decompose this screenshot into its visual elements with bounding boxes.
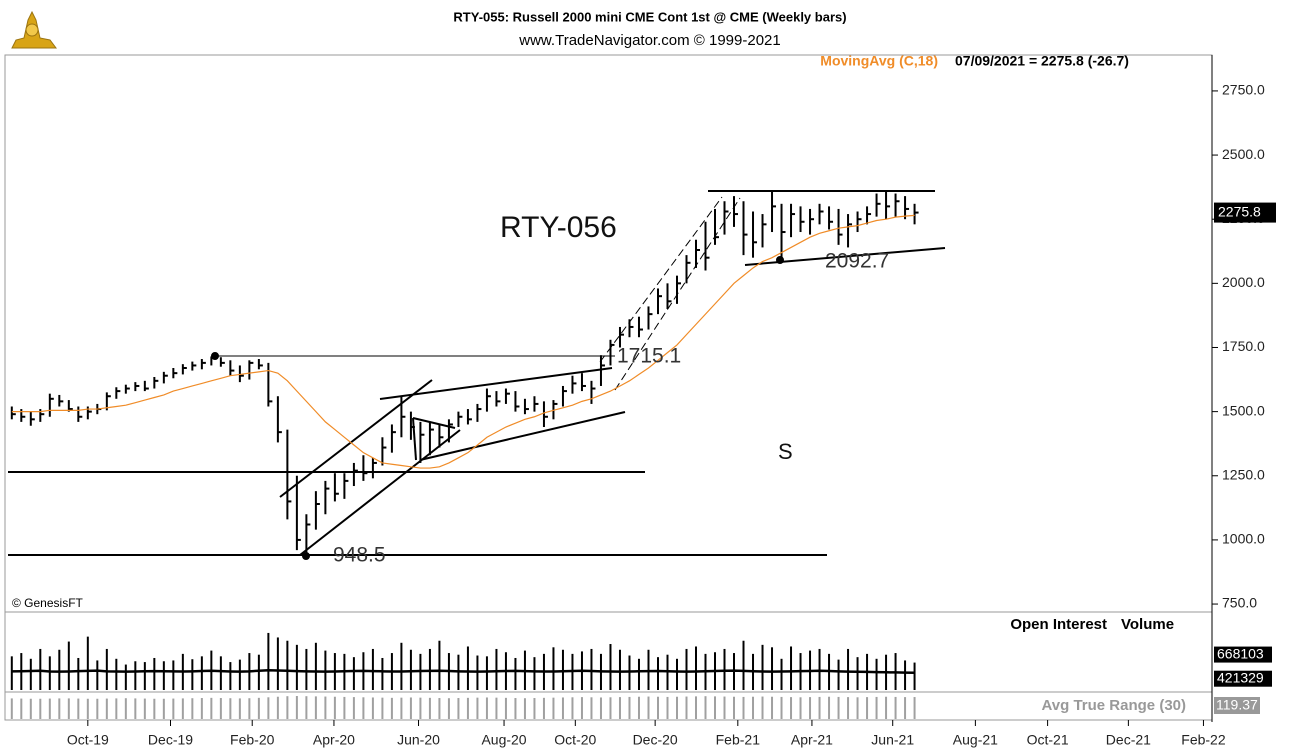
legend-entry: Avg True Range (30) (1042, 697, 1186, 714)
x-tick-label: Oct-20 (554, 732, 596, 748)
annotation: 948.5 (333, 544, 386, 567)
y-tick-label: 1750.0 (1222, 338, 1265, 354)
last-price-box (1214, 202, 1276, 223)
open-interest-line (11, 669, 915, 674)
x-tick-label: Jun-20 (397, 732, 440, 748)
x-tick-label: Feb-21 (716, 732, 761, 748)
price-bars (10, 190, 919, 554)
y-tick-label: 1250.0 (1222, 466, 1265, 482)
legend-entry: Volume (1121, 616, 1174, 633)
x-tick-label: Feb-20 (230, 732, 275, 748)
x-tick-label: Feb-22 (1181, 732, 1226, 748)
annotation: 1715.1 (617, 345, 681, 368)
y-tick-label: 2500.0 (1222, 146, 1265, 162)
x-tick-label: Dec-20 (633, 732, 678, 748)
x-tick-label: Dec-21 (1106, 732, 1151, 748)
x-tick-label: Dec-19 (148, 732, 193, 748)
last-value-box (1214, 670, 1272, 687)
y-tick-label: 2000.0 (1222, 274, 1265, 290)
annotation: RTY-056 (500, 211, 617, 244)
last-value: 668103 (1217, 645, 1264, 661)
x-tick-label: Jun-21 (871, 732, 914, 748)
last-value: 119.37 (1216, 697, 1258, 713)
y-tick-label: 1000.0 (1222, 531, 1265, 547)
x-tick-label: Apr-21 (791, 732, 833, 748)
legend-entry: Open Interest (1010, 616, 1107, 633)
logo (11, 10, 57, 49)
x-tick-label: Apr-20 (313, 732, 355, 748)
last-value: 421329 (1217, 669, 1264, 685)
y-tick-label: 750.0 (1222, 595, 1257, 611)
y-tick-label: 1500.0 (1222, 402, 1265, 418)
last-price: 2275.8 (1218, 203, 1261, 219)
credit: © GenesisFT (12, 596, 84, 610)
x-tick-label: Oct-19 (67, 732, 109, 748)
title: RTY-055: Russell 2000 mini CME Cont 1st … (453, 9, 846, 24)
drawings (8, 190, 946, 560)
last-value-box (1214, 697, 1260, 714)
legend-entry: MovingAvg (C,18) (820, 53, 938, 69)
atr-bars (10, 696, 916, 719)
last-value-box (1214, 646, 1272, 663)
last-value-legend: 07/09/2021 = 2275.8 (-26.7) (955, 53, 1129, 69)
x-tick-label: Aug-21 (953, 732, 998, 748)
subtitle: www.TradeNavigator.com © 1999-2021 (518, 32, 780, 49)
x-tick-label: Aug-20 (481, 732, 526, 748)
x-tick-label: Oct-21 (1027, 732, 1069, 748)
annotation: 2092.7 (825, 250, 889, 273)
moving-average (11, 214, 915, 469)
annotation: S (778, 439, 793, 464)
y-tick-label: 2750.0 (1222, 82, 1265, 98)
